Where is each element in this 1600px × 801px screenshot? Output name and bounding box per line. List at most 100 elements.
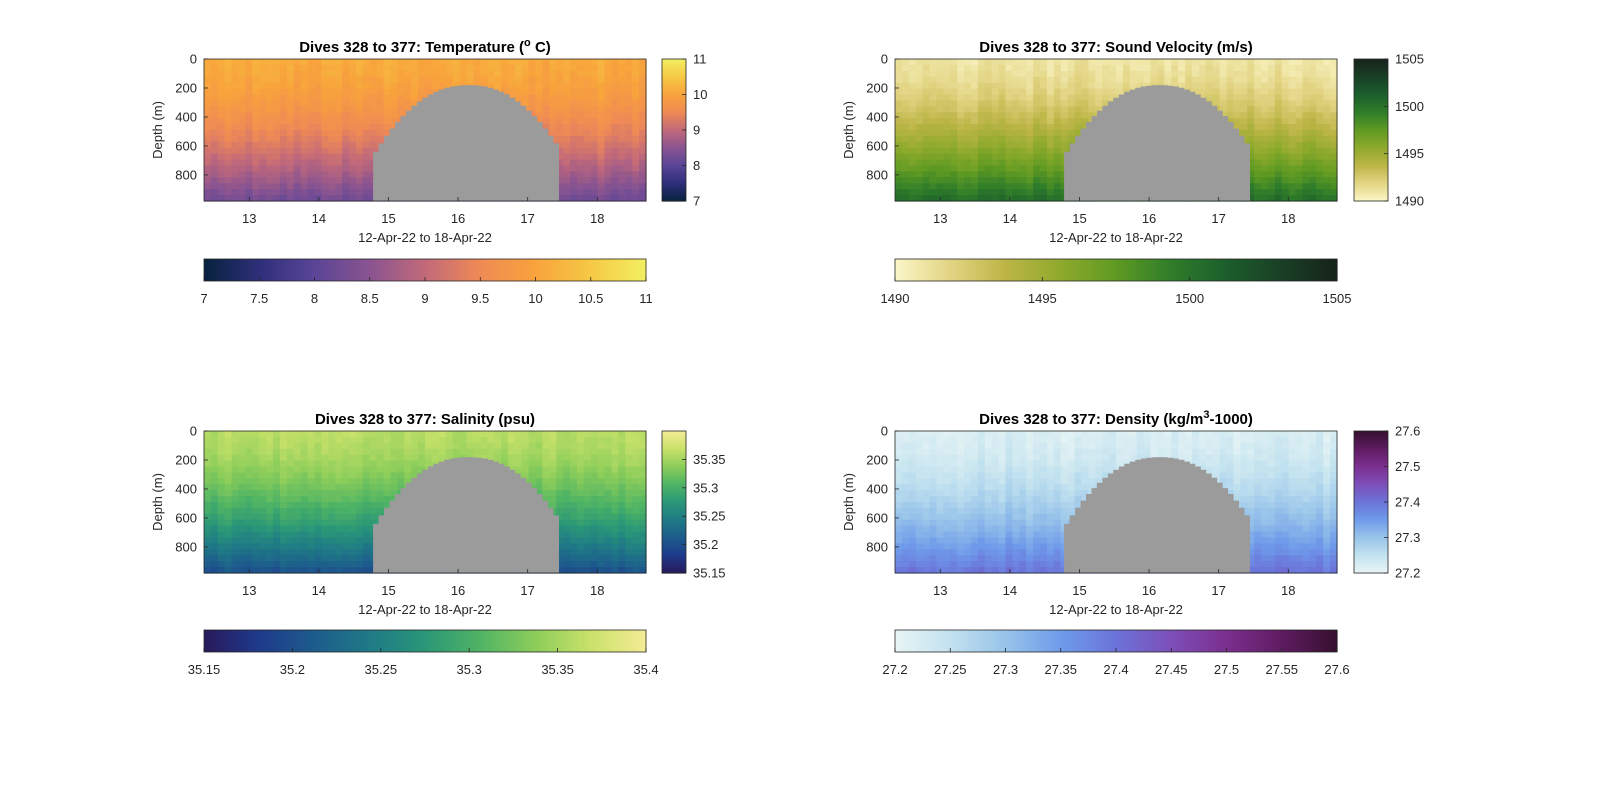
- temp-cell: [611, 112, 619, 119]
- sal-cell: [521, 436, 530, 444]
- sv-cell: [1067, 59, 1076, 66]
- sal-cell: [500, 442, 509, 450]
- temp-cell: [570, 135, 578, 143]
- sv-cell: [950, 153, 958, 161]
- sv-cell: [1053, 76, 1062, 84]
- sv-cell: [1316, 118, 1324, 125]
- sal-cell: [604, 531, 613, 539]
- temp-hbar-swatch: [453, 259, 458, 281]
- temp-hbar-label: 10.5: [578, 291, 603, 306]
- temp-colorbar-label: 8: [693, 158, 700, 173]
- sv-cell: [977, 64, 986, 72]
- temp-cell: [266, 88, 274, 96]
- temp-cell: [238, 153, 247, 161]
- temp-hbar-swatch: [565, 259, 571, 281]
- temp-cell: [411, 100, 419, 107]
- sal-cell: [556, 496, 564, 503]
- temp-cell: [397, 70, 405, 78]
- sal-cell: [204, 496, 212, 503]
- sv-cell: [915, 124, 924, 131]
- temp-cell: [307, 112, 316, 119]
- temp-cell: [252, 100, 260, 107]
- sv-cell: [929, 171, 938, 178]
- temp-hbar-swatch: [613, 259, 619, 281]
- sal-cell: [231, 472, 240, 479]
- sv-hbar-swatch: [1320, 259, 1326, 281]
- temp-cell: [563, 118, 571, 125]
- sal-cell: [576, 460, 585, 468]
- temp-colorbar-swatch: [662, 122, 686, 126]
- sv-cell: [998, 94, 1007, 102]
- sal-cell: [252, 525, 260, 533]
- sv-cell: [1323, 106, 1331, 113]
- sv-cell: [1053, 70, 1062, 78]
- sv-cell: [1233, 118, 1241, 125]
- temp-cell: [528, 100, 537, 107]
- sal-cell: [349, 537, 357, 545]
- sal-cell: [611, 561, 619, 568]
- sv-cell: [1060, 112, 1069, 119]
- sal-cell: [597, 496, 606, 503]
- sv-cell: [915, 118, 924, 125]
- sv-cell: [1005, 159, 1014, 167]
- temp-cell: [224, 106, 233, 113]
- sal-cell: [279, 490, 288, 497]
- temp-colorbar-swatch: [662, 137, 686, 141]
- temp-cell: [625, 100, 633, 107]
- temp-cell: [328, 124, 336, 131]
- sal-cell: [459, 442, 468, 450]
- temp-cell: [224, 171, 233, 178]
- sal-cell: [321, 431, 329, 438]
- temp-cell: [632, 141, 640, 149]
- temp-cell: [549, 82, 557, 90]
- sv-cell: [984, 135, 993, 143]
- temp-cell: [618, 171, 626, 178]
- sv-hbar-swatch: [1047, 259, 1053, 281]
- sal-cell: [204, 519, 212, 527]
- temp-cell: [583, 130, 592, 137]
- sv-cell: [1040, 189, 1048, 196]
- sv-cell: [970, 147, 979, 155]
- sv-cell: [991, 70, 1000, 78]
- sal-cell: [369, 496, 378, 503]
- sv-cell: [1198, 59, 1207, 66]
- sal-cell: [328, 460, 336, 468]
- temp-cell: [397, 106, 405, 113]
- temp-cell: [286, 94, 295, 102]
- sv-cell: [1219, 82, 1228, 90]
- temp-cell: [321, 88, 329, 96]
- temp-cell: [342, 189, 350, 196]
- temp-cell: [335, 195, 343, 202]
- sv-cell: [1274, 147, 1283, 155]
- temp-cell: [210, 112, 219, 119]
- sal-cell: [583, 537, 592, 545]
- sv-cell: [1060, 88, 1069, 96]
- temp-cell: [390, 70, 398, 78]
- temp-cell: [342, 70, 350, 78]
- sal-cell: [556, 460, 564, 468]
- temp-cell: [321, 64, 329, 72]
- temp-cell: [639, 70, 647, 78]
- temp-cell: [376, 112, 385, 119]
- temp-cell: [535, 118, 544, 125]
- sal-cell: [570, 555, 578, 562]
- sal-cell: [266, 454, 274, 462]
- temp-cell: [252, 118, 260, 125]
- sv-cell: [1005, 195, 1014, 202]
- sal-cell: [266, 549, 274, 556]
- temp-cell: [590, 189, 599, 196]
- sal-cell: [231, 436, 240, 444]
- sal-cell: [266, 442, 274, 450]
- sv-colorbar-swatch: [1354, 106, 1388, 110]
- sal-cell: [597, 507, 606, 515]
- temp-cell: [362, 153, 371, 161]
- sal-cell: [259, 460, 267, 468]
- temp-cell: [500, 70, 509, 78]
- temp-colorbar-swatch: [662, 70, 686, 74]
- sv-cell: [895, 94, 903, 102]
- sv-cell: [1067, 100, 1076, 107]
- sv-cell: [984, 59, 993, 66]
- sv-hbar-swatch: [911, 259, 916, 281]
- sal-cell: [521, 442, 530, 450]
